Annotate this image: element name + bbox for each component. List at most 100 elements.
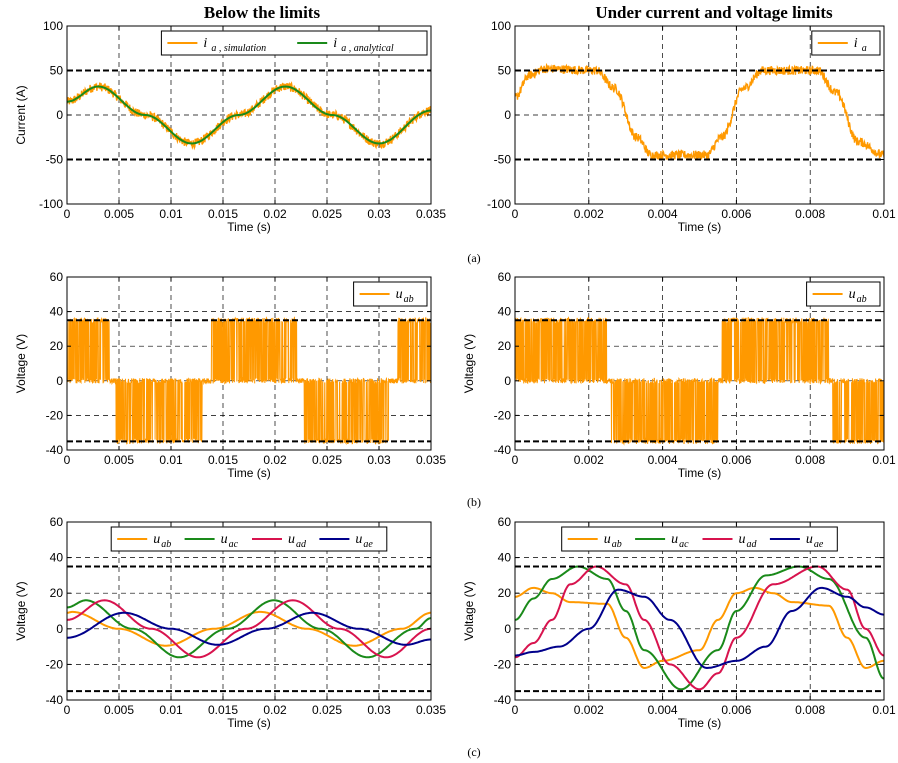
x-tick-label: 0.015 (208, 207, 238, 221)
y-tick-label: 50 (50, 64, 64, 78)
y-tick-label: 0 (56, 108, 63, 122)
series-u_ab (67, 316, 431, 446)
chart-a-left: 0 0.005 0.01 0.015 0.02 0.025 0.03 0.035 -100 -50… (14, 19, 446, 234)
legend-entry-subscript: a , analytical (341, 43, 394, 54)
x-tick-label: 0.005 (104, 453, 134, 467)
x-tick-label: 0.035 (416, 703, 446, 717)
x-axis-label: Time (s) (227, 220, 271, 234)
plot-frame (66, 521, 432, 701)
legend: u ab (353, 281, 428, 307)
legend-entry-subscript: ab (612, 539, 622, 550)
legend-entry-symbol: u (849, 287, 856, 302)
series-u_ac (515, 565, 884, 691)
y-tick-label: 20 (50, 586, 64, 600)
y-tick-label: 50 (498, 64, 512, 78)
x-tick-label: 0.025 (312, 703, 342, 717)
column-title-right: Under current and voltage limits (595, 3, 833, 22)
legend-box (160, 30, 428, 56)
legend-entry-symbol: u (604, 532, 611, 547)
y-tick-label: -50 (494, 153, 512, 167)
x-tick-label: 0 (64, 703, 71, 717)
legend-entry-symbol: i (203, 36, 207, 51)
y-tick-label: 20 (50, 339, 64, 353)
series-u_ac (67, 599, 431, 659)
plot-frame (66, 276, 432, 451)
legend: u ab (806, 281, 881, 307)
x-tick-label: 0.002 (574, 207, 604, 221)
y-tick-label: 60 (50, 270, 64, 284)
y-tick-label: 100 (491, 19, 511, 33)
series-i_a , analytical (67, 85, 431, 145)
y-tick-label: -50 (46, 153, 64, 167)
chart-b-right: 0 0.002 0.004 0.006 0.008 0.01 -40 -20 0 20 40 60 Ti… (462, 270, 896, 480)
legend: u ab u ac u ad u ae (110, 526, 388, 552)
x-tick-label: 0.005 (104, 703, 134, 717)
x-tick-label: 0.01 (872, 453, 896, 467)
x-tick-label: 0 (512, 453, 519, 467)
legend-entry-subscript: a , simulation (211, 43, 266, 54)
x-tick-label: 0.025 (312, 453, 342, 467)
x-tick-label: 0.004 (648, 453, 678, 467)
y-tick-label: -40 (46, 693, 64, 707)
x-tick-label: 0.005 (104, 207, 134, 221)
x-tick-label: 0.002 (574, 453, 604, 467)
y-tick-label: 100 (43, 19, 63, 33)
series-group (515, 565, 884, 691)
y-axis-label: Voltage (V) (14, 581, 28, 640)
legend-entry-symbol: u (153, 532, 160, 547)
plot-area: 0 0.005 0.01 0.015 0.02 0.025 0.03 0.035 -100 -50… (14, 19, 896, 730)
x-tick-label: 0 (512, 703, 519, 717)
series-u_ab (67, 610, 431, 647)
x-tick-label: 0.01 (159, 703, 183, 717)
series-u_ab (515, 586, 884, 670)
y-tick-label: 20 (498, 586, 512, 600)
legend-entry-subscript: ac (229, 539, 239, 550)
x-tick-label: 0.03 (367, 453, 391, 467)
x-axis-label: Time (s) (678, 220, 722, 234)
x-tick-label: 0.006 (721, 703, 751, 717)
x-axis-label: Time (s) (227, 716, 271, 730)
legend-entry-symbol: u (288, 532, 295, 547)
x-tick-label: 0.035 (416, 453, 446, 467)
x-tick-label: 0.004 (648, 207, 678, 221)
legend-entry-subscript: ad (747, 539, 758, 550)
x-tick-label: 0.02 (263, 703, 287, 717)
y-tick-label: 40 (50, 305, 64, 319)
x-tick-label: 0.01 (159, 207, 183, 221)
x-tick-label: 0.015 (208, 703, 238, 717)
legend-entry-subscript: ae (814, 539, 824, 550)
legend: u ab u ac u ad u ae (561, 526, 838, 552)
legend-entry-symbol: u (671, 532, 678, 547)
x-tick-label: 0.01 (159, 453, 183, 467)
y-tick-label: 20 (498, 339, 512, 353)
y-tick-label: -20 (46, 657, 64, 671)
x-tick-label: 0.002 (574, 703, 604, 717)
x-tick-label: 0.025 (312, 207, 342, 221)
legend-entry-subscript: a (862, 43, 867, 54)
legend-entry-subscript: ae (363, 539, 373, 550)
legend-entry-symbol: i (854, 36, 858, 51)
y-tick-label: 40 (50, 551, 64, 565)
x-tick-label: 0.006 (721, 207, 751, 221)
y-axis-label: Current (A) (14, 85, 28, 144)
x-tick-label: 0.008 (795, 453, 825, 467)
legend-entry-symbol: u (739, 532, 746, 547)
legend-entry-symbol: u (396, 287, 403, 302)
series-u_ae (67, 611, 431, 646)
x-tick-label: 0 (64, 207, 71, 221)
y-tick-label: 0 (504, 374, 511, 388)
x-tick-label: 0.02 (263, 453, 287, 467)
series-group (67, 316, 431, 446)
y-tick-label: -40 (46, 443, 64, 457)
y-tick-label: -20 (494, 657, 512, 671)
legend-entry-symbol: u (806, 532, 813, 547)
x-tick-label: 0.035 (416, 207, 446, 221)
x-tick-label: 0.03 (367, 703, 391, 717)
chart-c-left: 0 0.005 0.01 0.015 0.02 0.025 0.03 0.035 -40 -20 0… (14, 515, 446, 730)
x-tick-label: 0.02 (263, 207, 287, 221)
x-axis-label: Time (s) (227, 466, 271, 480)
x-tick-label: 0.015 (208, 453, 238, 467)
legend-entry-subscript: ab (404, 294, 414, 305)
legend: i a , simulation i a , analytical (160, 30, 428, 56)
